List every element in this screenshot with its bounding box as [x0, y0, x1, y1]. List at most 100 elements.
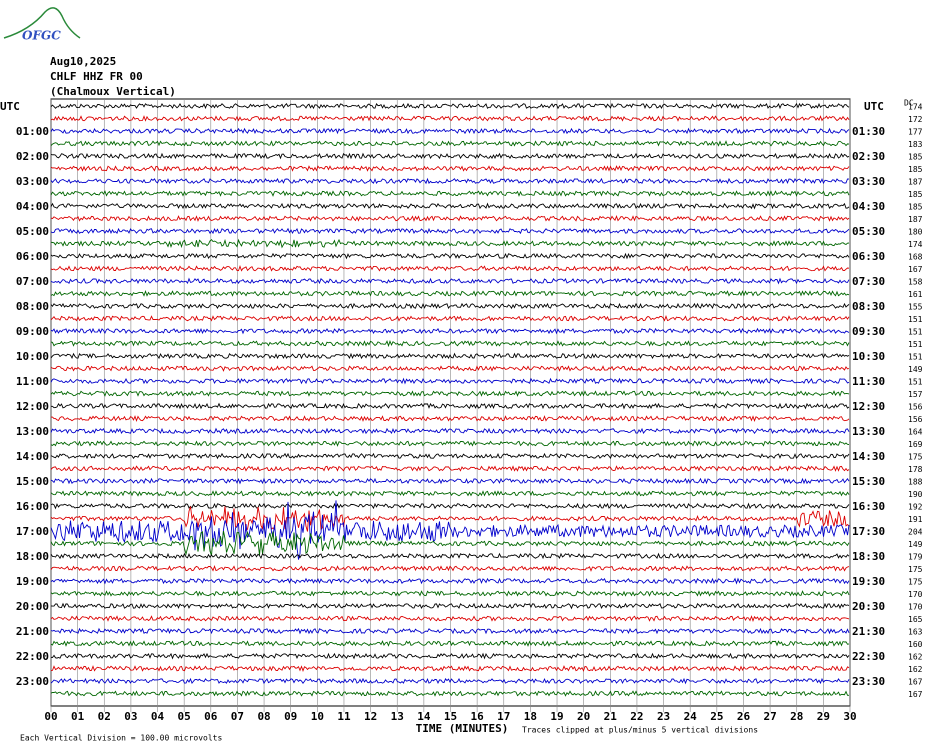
dc-value: 167	[908, 690, 923, 699]
trace	[50, 352, 850, 360]
right-time-label: 13:30	[852, 425, 885, 438]
trace	[50, 440, 850, 447]
right-time-label: 16:30	[852, 500, 885, 513]
right-time-label: 22:30	[852, 650, 885, 663]
trace	[51, 415, 850, 423]
dc-value: 151	[908, 378, 923, 387]
dc-value: 204	[908, 528, 923, 537]
x-tick-label: 13	[391, 710, 404, 723]
date: Aug10,2025	[50, 55, 116, 68]
right-time-label: UTC	[864, 100, 884, 113]
right-time-label: 07:30	[852, 275, 885, 288]
dc-value: 187	[908, 178, 923, 187]
dc-value: 170	[908, 603, 923, 612]
left-time-label: 16:00	[16, 500, 49, 513]
trace	[50, 506, 850, 532]
right-time-label: 20:30	[852, 600, 885, 613]
dc-value: 164	[908, 428, 923, 437]
dc-value: 178	[908, 465, 923, 474]
trace	[50, 190, 850, 197]
left-time-label: 03:00	[16, 175, 49, 188]
dc-value: 172	[908, 115, 923, 124]
trace	[50, 665, 850, 672]
left-time-label: 19:00	[16, 575, 49, 588]
left-time-label: 11:00	[16, 375, 49, 388]
right-time-label: 04:30	[852, 200, 885, 213]
x-tick-label: 21	[604, 710, 618, 723]
dc-value: 162	[908, 653, 923, 662]
trace	[50, 652, 850, 660]
axis-title: TIME (MINUTES)	[416, 722, 509, 735]
dc-value: 175	[908, 578, 923, 587]
trace	[50, 477, 850, 485]
right-time-label: 12:30	[852, 400, 885, 413]
right-time-label: 19:30	[852, 575, 885, 588]
trace	[50, 365, 850, 372]
trace	[50, 452, 850, 460]
x-tick-label: 09	[284, 710, 297, 723]
trace	[51, 402, 850, 410]
x-tick-label: 11	[337, 710, 351, 723]
x-tick-label: 07	[231, 710, 244, 723]
trace	[50, 202, 850, 210]
trace	[50, 390, 850, 397]
x-tick-label: 15	[444, 710, 457, 723]
dc-value: 149	[908, 365, 923, 374]
x-tick-label: 04	[151, 710, 165, 723]
dc-value: 158	[908, 278, 923, 287]
trace	[50, 302, 850, 310]
trace	[50, 314, 850, 322]
left-time-label: 23:00	[16, 675, 49, 688]
right-time-label: 21:30	[852, 625, 885, 638]
left-time-label: UTC	[0, 100, 20, 113]
left-time-label: 20:00	[16, 600, 49, 613]
x-tick-label: 10	[311, 710, 324, 723]
location: (Chalmoux Vertical)	[50, 85, 176, 98]
left-time-label: 06:00	[16, 250, 49, 263]
left-time-label: 05:00	[16, 225, 49, 238]
x-tick-label: 19	[550, 710, 563, 723]
trace	[50, 377, 850, 385]
x-tick-label: 26	[737, 710, 751, 723]
dc-value: 156	[908, 403, 923, 412]
right-time-label: 05:30	[852, 225, 885, 238]
dc-value: 167	[908, 265, 923, 274]
x-tick-label: 12	[364, 710, 377, 723]
x-tick-label: 08	[257, 710, 270, 723]
left-time-label: 22:00	[16, 650, 49, 663]
dc-label: DC	[904, 99, 914, 108]
right-time-label: 17:30	[852, 525, 885, 538]
dc-value: 169	[908, 440, 923, 449]
left-time-label: 13:00	[16, 425, 49, 438]
trace	[50, 238, 850, 249]
x-tick-label: 27	[763, 710, 776, 723]
x-tick-label: 18	[524, 710, 537, 723]
dc-value: 183	[908, 140, 923, 149]
trace	[50, 177, 850, 185]
dc-value: 185	[908, 153, 923, 162]
trace	[50, 640, 850, 647]
trace	[50, 627, 850, 635]
right-time-label: 11:30	[852, 375, 885, 388]
dc-value: 185	[908, 165, 923, 174]
trace	[50, 564, 850, 572]
right-time-label: 09:30	[852, 325, 885, 338]
logo: OFGC	[22, 29, 61, 43]
dc-value: 188	[908, 478, 923, 487]
trace	[50, 140, 850, 147]
trace	[50, 227, 850, 235]
x-tick-label: 30	[843, 710, 856, 723]
left-time-label: 12:00	[16, 400, 49, 413]
dc-value: 175	[908, 453, 923, 462]
trace	[50, 252, 850, 260]
trace	[50, 530, 850, 556]
trace	[50, 215, 850, 222]
x-tick-label: 24	[684, 710, 698, 723]
left-time-label: 01:00	[16, 125, 49, 138]
trace	[50, 152, 850, 160]
left-time-label: 04:00	[16, 200, 49, 213]
trace	[50, 490, 850, 497]
right-time-label: 03:30	[852, 175, 885, 188]
trace	[50, 277, 850, 285]
